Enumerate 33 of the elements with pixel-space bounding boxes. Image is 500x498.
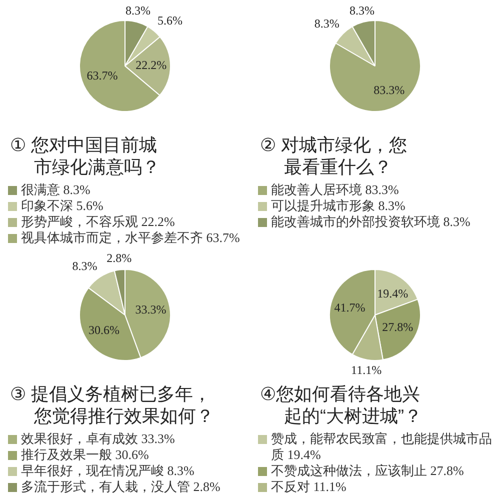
- data-label: 27.8%: [382, 320, 414, 334]
- text: ③ 提倡义务植树已多年，您觉得推行效果如何？: [9, 383, 215, 427]
- legend-label: 形势严峻，不容乐观 22.2%: [21, 214, 175, 230]
- legend-label: 效果很好，卓有成效 33.3%: [21, 431, 175, 447]
- data-label: 22.2%: [136, 58, 167, 72]
- data-label: 8.3%: [72, 258, 98, 273]
- legend-label: 视具体城市而定，水平参差不齐 63.7%: [21, 230, 240, 246]
- legend-label: 多流于形式，有人栽，没人管 2.8%: [21, 479, 220, 495]
- data-label: 8.3%: [126, 3, 151, 18]
- legend-label: 推行及效果一般 30.6%: [21, 447, 149, 463]
- data-label: 41.7%: [334, 300, 366, 314]
- text: ① 您对中国目前城市绿化满意吗？: [9, 134, 161, 178]
- legend-label: 能改善城市的外部投资软环境 8.3%: [271, 214, 470, 230]
- legend-label: 早年很好，现在情况严峻 8.3%: [21, 463, 194, 479]
- data-label: 5.6%: [157, 13, 182, 28]
- legend-label: 赞成，能帮农民致富，也能提供城市品质 19.4%: [271, 431, 493, 463]
- data-label: 11.1%: [351, 362, 382, 377]
- legend-label: 能改善人居环境 83.3%: [271, 182, 399, 198]
- text: ② 对城市绿化，您最看重什么？: [259, 134, 408, 178]
- data-label: 19.4%: [377, 286, 408, 300]
- data-label: 33.3%: [135, 302, 166, 317]
- data-label: 2.8%: [106, 251, 132, 266]
- data-label: 83.3%: [374, 82, 405, 97]
- legend-label: 印象不深 5.6%: [21, 198, 104, 214]
- legend-label: 不反对 11.1%: [271, 479, 346, 495]
- data-label: 63.7%: [86, 68, 118, 83]
- data-label: 8.3%: [349, 3, 374, 18]
- data-label: 30.6%: [88, 322, 120, 337]
- data-label: 8.3%: [314, 16, 340, 30]
- legend-label: 不赞成这种做法，应该制止 27.8%: [271, 463, 464, 479]
- legend-label: 很满意 8.3%: [21, 182, 90, 198]
- text: ④您如何看待各地兴起的“大树进城”？: [259, 383, 423, 427]
- legend-label: 可以提升城市形象 8.3%: [271, 198, 406, 214]
